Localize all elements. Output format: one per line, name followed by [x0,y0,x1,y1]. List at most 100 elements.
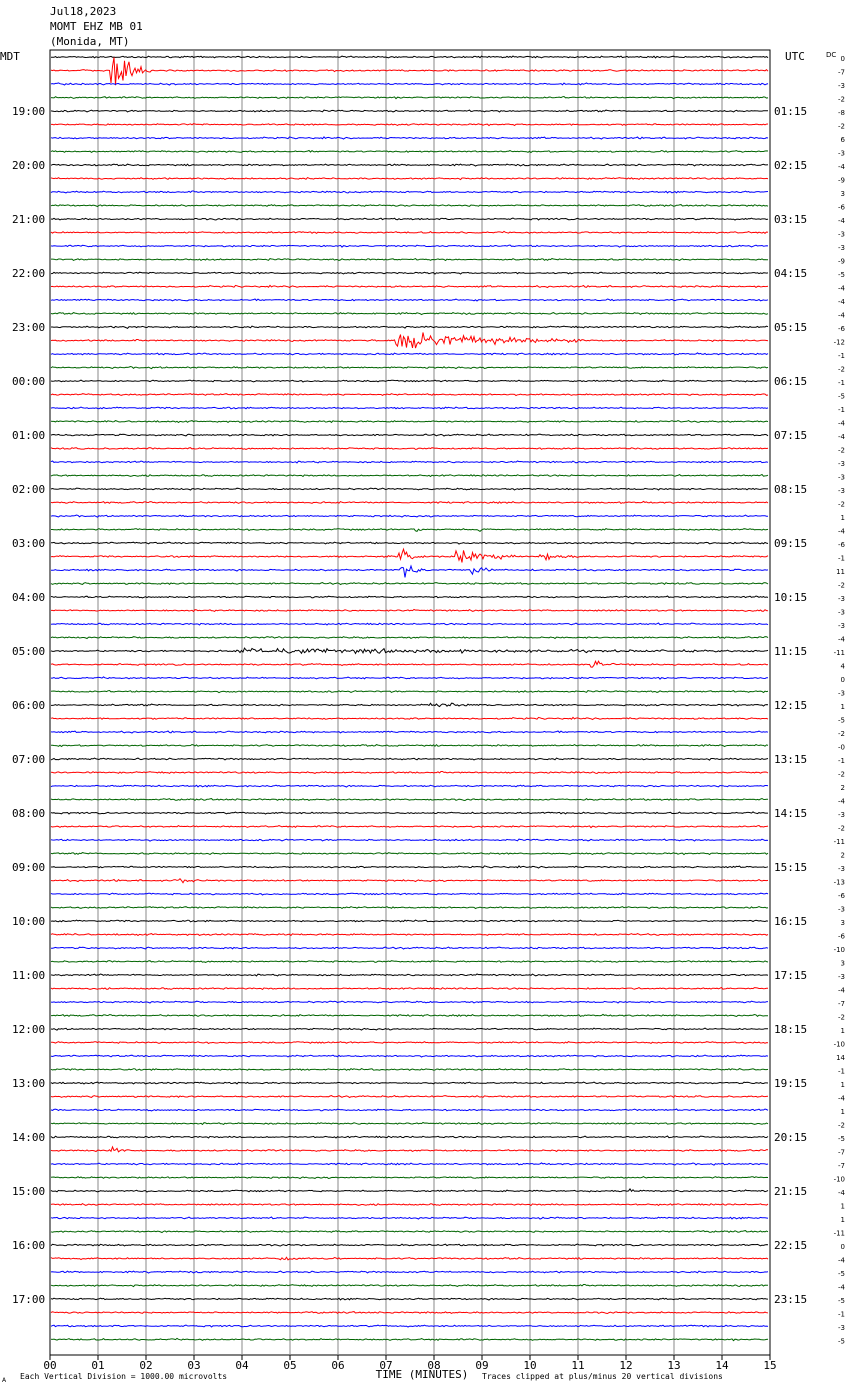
seismic-trace [50,1216,769,1220]
dc-offset-label: -2 [838,447,845,455]
seismic-trace [50,379,769,383]
seismic-trace [50,1027,768,1031]
dc-offset-label: -9 [838,177,845,185]
seismic-trace [50,1188,769,1193]
seismic-trace [50,771,769,775]
dc-offset-label: -6 [838,892,846,900]
seismic-trace [50,311,769,316]
seismic-trace [50,730,769,734]
seismic-trace [51,743,769,748]
seismic-trace [50,352,769,356]
dc-offset-label: -6 [838,933,846,941]
dc-offset-label: 2 [841,852,845,860]
dc-offset-label: -4 [838,163,846,171]
seismic-trace [50,433,769,437]
dc-offset-label: -5 [838,1338,845,1346]
left-hour-label: 05:00 [12,645,45,658]
dc-offset-label: -11 [834,838,845,846]
left-hour-label: 14:00 [12,1131,45,1144]
dc-offset-label: -1 [838,406,845,414]
seismic-trace [50,109,768,113]
dc-offset-label: 1 [841,1203,845,1211]
seismic-trace [51,702,769,708]
dc-offset-label: -4 [838,285,846,293]
dc-offset-label: -11 [834,649,845,657]
seismic-trace [50,420,769,424]
dc-offset-label: -2 [838,1014,845,1022]
x-axis-label: TIME (MINUTES) [376,1368,469,1381]
seismic-trace [50,57,769,86]
dc-offset-label: -2 [838,582,845,590]
seismic-trace [50,1324,769,1328]
dc-offset-label: -1 [838,1311,845,1319]
seismic-trace [50,1108,769,1112]
left-hour-label: 02:00 [12,483,45,496]
x-tick-label: 07 [379,1359,392,1372]
dc-offset-label: -3 [838,82,845,90]
dc-offset-label: -0 [838,744,845,752]
dc-offset-label: -3 [838,973,845,981]
dc-offset-label: -4 [838,298,846,306]
right-hour-label: 16:15 [774,915,807,928]
dc-offset-label: -4 [838,1284,846,1292]
footer-right-note: Traces clipped at plus/minus 20 vertical… [482,1372,723,1381]
x-tick-label: 03 [187,1359,200,1372]
seismic-trace [50,393,769,397]
dc-offset-label: -2 [838,123,845,131]
seismic-trace [50,1202,769,1207]
seismic-trace [50,95,769,100]
dc-offset-label: 2 [841,784,845,792]
left-hour-label: 09:00 [12,861,45,874]
seismic-trace [50,177,769,181]
left-hour-label: 10:00 [12,915,45,928]
dc-offset-label: -4 [838,420,846,428]
seismic-trace [50,757,769,761]
left-hour-label: 17:00 [12,1293,45,1306]
right-hour-label: 20:15 [774,1131,807,1144]
seismic-trace [50,365,769,370]
seismic-trace [50,406,769,410]
dc-offset-label: 3 [841,960,845,968]
dc-label: DC [826,51,836,59]
seismic-trace [50,660,769,668]
dc-offset-label: -5 [838,1270,845,1278]
dc-offset-label: 1 [841,514,845,522]
dc-offset-label: -10 [834,1041,845,1049]
seismic-trace [50,204,769,208]
dc-offset-label: 0 [841,1243,845,1251]
seismic-trace [50,959,769,963]
location-label: (Monida, MT) [50,35,130,48]
dc-offset-label: -12 [834,339,845,347]
seismic-trace [50,933,769,937]
left-hour-label: 07:00 [12,753,45,766]
seismic-trace [50,547,769,563]
dc-offset-label: -4 [838,987,846,995]
dc-offset-label: -2 [838,825,845,833]
seismic-trace [50,892,769,896]
dc-offset-label: 11 [836,568,845,576]
right-hour-label: 10:15 [774,591,807,604]
dc-offset-label: -2 [838,771,845,779]
seismic-trace [50,1230,769,1234]
left-hour-label: 12:00 [12,1023,45,1036]
dc-offset-label: -6 [838,204,846,212]
dc-offset-label: -3 [838,487,845,495]
dc-offset-label: -5 [838,1297,845,1305]
right-hour-label: 15:15 [774,861,807,874]
dc-offset-label: 6 [841,136,846,144]
seismic-trace [51,564,769,578]
dc-offset-label: -4 [838,1257,846,1265]
dc-offset-label: -6 [838,541,846,549]
seismic-trace [50,1067,769,1071]
x-tick-label: 06 [331,1359,344,1372]
dc-offset-label: -3 [838,150,845,158]
seismic-trace [50,55,769,59]
seismic-trace [50,298,769,302]
right-hour-label: 14:15 [774,807,807,820]
dc-offset-label: -3 [838,906,845,914]
dc-offset-label: -3 [838,244,845,252]
right-hour-label: 03:15 [774,213,807,226]
seismic-trace [50,689,769,694]
dc-offset-label: -1 [838,352,845,360]
dc-offset-label: 3 [841,919,845,927]
